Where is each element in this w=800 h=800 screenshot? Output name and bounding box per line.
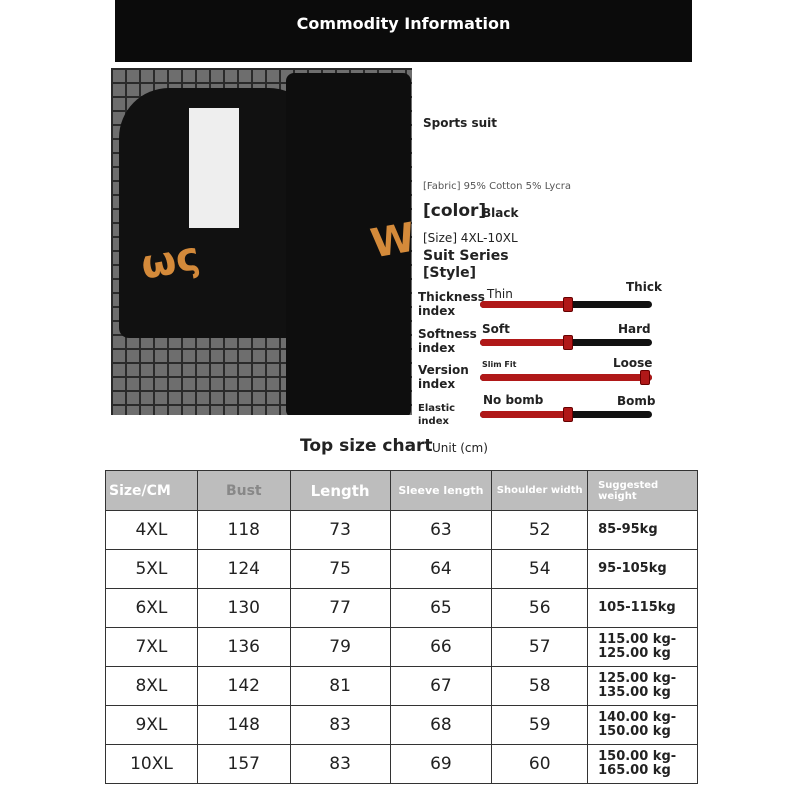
table-cell: 54 — [491, 549, 589, 589]
table-cell: 83 — [289, 744, 391, 784]
table-cell: 81 — [289, 666, 391, 706]
slider-knob — [563, 407, 573, 422]
softness-slider — [480, 335, 652, 350]
table-cell: 4XL — [105, 510, 198, 550]
table-cell: 85-95kg — [587, 510, 698, 550]
table-cell: 56 — [491, 588, 589, 628]
index-left-label: Thin — [487, 287, 513, 301]
color-value: Black — [482, 206, 519, 220]
index-label: Thickness index — [418, 290, 485, 318]
color-label: [color] — [423, 201, 487, 221]
table-cell: 7XL — [105, 627, 198, 667]
index-right-label: Bomb — [617, 394, 656, 408]
table-cell: 118 — [196, 510, 291, 550]
table-cell: 60 — [491, 744, 589, 784]
size-chart-table: Size/CM Bust Length Sleeve length Should… — [105, 470, 698, 784]
table-cell: 148 — [196, 705, 291, 745]
table-cell: 157 — [196, 744, 291, 784]
table-cell: 57 — [491, 627, 589, 667]
index-right-label: Loose — [613, 356, 653, 370]
header-title: Commodity Information — [296, 14, 511, 33]
header-cell: Sleeve length — [389, 470, 493, 511]
table-cell: 52 — [491, 510, 589, 550]
size-chart-unit: Unit (cm) — [432, 441, 488, 455]
table-cell: 150.00 kg-165.00 kg — [587, 744, 698, 784]
product-photo: ως W — [111, 68, 412, 415]
header-cell: Size/CM — [105, 470, 198, 511]
table-row: 4XL 118 73 63 52 85-95kg — [105, 510, 698, 550]
style-label: [Style] — [423, 265, 476, 281]
index-label: Softness index — [418, 327, 477, 355]
size-chart-title: Top size chart — [300, 436, 433, 456]
table-cell: 59 — [491, 705, 589, 745]
table-row: 9XL 148 83 68 59 140.00 kg-150.00 kg — [105, 705, 698, 745]
fabric-info: [Fabric] 95% Cotton 5% Lycra — [423, 181, 572, 192]
table-cell: 63 — [389, 510, 493, 550]
table-cell: 105-115kg — [587, 588, 698, 628]
table-cell: 124 — [196, 549, 291, 589]
table-cell: 58 — [491, 666, 589, 706]
table-cell: 69 — [389, 744, 493, 784]
table-cell: 140.00 kg-150.00 kg — [587, 705, 698, 745]
table-cell: 67 — [389, 666, 493, 706]
slider-knob — [640, 370, 650, 385]
index-label: Version index — [418, 363, 469, 391]
table-header-row: Size/CM Bust Length Sleeve length Should… — [105, 470, 698, 511]
table-cell: 9XL — [105, 705, 198, 745]
size-info: [Size] 4XL-10XL — [423, 231, 518, 245]
index-left-label: Soft — [482, 322, 510, 336]
table-cell: 5XL — [105, 549, 198, 589]
series-info: Suit Series — [423, 248, 509, 264]
table-row: 7XL 136 79 66 57 115.00 kg-125.00 kg — [105, 627, 698, 667]
table-cell: 64 — [389, 549, 493, 589]
table-cell: 95-105kg — [587, 549, 698, 589]
index-right-label: Thick — [626, 280, 662, 294]
table-cell: 68 — [389, 705, 493, 745]
table-row: 8XL 142 81 67 58 125.00 kg-135.00 kg — [105, 666, 698, 706]
header-cell: Bust — [196, 470, 291, 511]
table-cell: 115.00 kg-125.00 kg — [587, 627, 698, 667]
product-name: Sports suit — [423, 116, 497, 130]
index-left-label: No bomb — [483, 393, 544, 407]
table-cell: 77 — [289, 588, 391, 628]
table-row: 6XL 130 77 65 56 105-115kg — [105, 588, 698, 628]
table-cell: 73 — [289, 510, 391, 550]
table-cell: 65 — [389, 588, 493, 628]
table-cell: 142 — [196, 666, 291, 706]
thickness-slider — [480, 297, 652, 312]
print-graphic: W — [367, 214, 412, 268]
header-cell: Shoulder width — [491, 470, 589, 511]
table-cell: 79 — [289, 627, 391, 667]
table-cell: 125.00 kg-135.00 kg — [587, 666, 698, 706]
header-cell: Length — [289, 470, 391, 511]
table-cell: 136 — [196, 627, 291, 667]
table-cell: 130 — [196, 588, 291, 628]
table-cell: 8XL — [105, 666, 198, 706]
elastic-slider — [480, 407, 652, 422]
pants-image — [286, 73, 411, 415]
index-label: Elastic index — [418, 403, 456, 427]
slider-knob — [563, 297, 573, 312]
slider-knob — [563, 335, 573, 350]
header-cell: Suggested weight — [587, 470, 698, 511]
table-row: 10XL 157 83 69 60 150.00 kg-165.00 kg — [105, 744, 698, 784]
version-slider — [480, 370, 652, 385]
table-cell: 6XL — [105, 588, 198, 628]
index-left-label: Slim Fit — [482, 360, 517, 369]
table-cell: 10XL — [105, 744, 198, 784]
shirt-image — [189, 108, 239, 228]
table-cell: 83 — [289, 705, 391, 745]
table-row: 5XL 124 75 64 54 95-105kg — [105, 549, 698, 589]
table-cell: 75 — [289, 549, 391, 589]
table-cell: 66 — [389, 627, 493, 667]
index-right-label: Hard — [618, 322, 651, 336]
page-header: Commodity Information — [115, 0, 692, 62]
